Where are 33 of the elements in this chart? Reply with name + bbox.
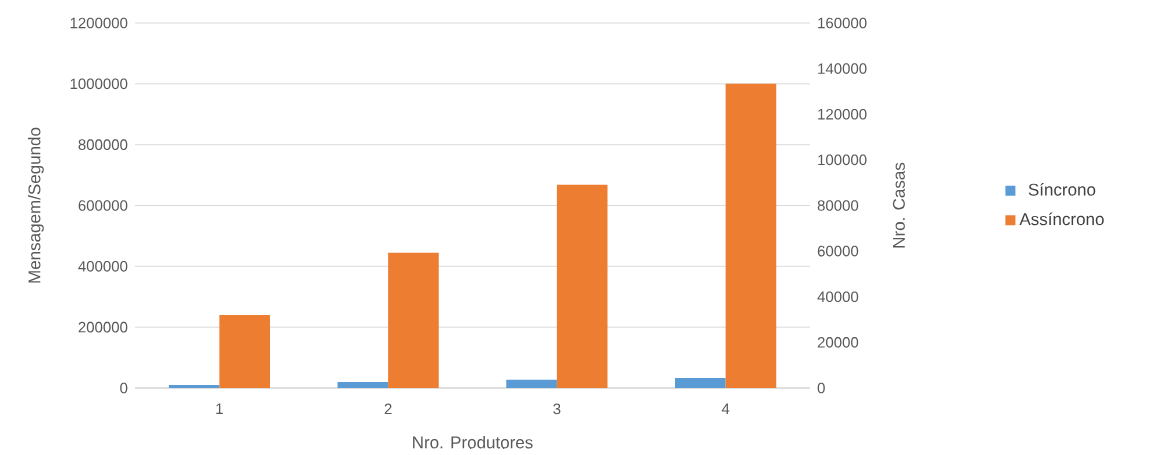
bar: [725, 83, 777, 388]
y2-tick-label: 80000: [817, 200, 859, 211]
y2-tick-label: 120000: [818, 108, 867, 120]
bar: [675, 377, 726, 388]
y2-tick-label: 100000: [818, 154, 867, 166]
y-tick-label: 1200000: [70, 17, 128, 29]
x-tick-label: 4: [721, 403, 730, 414]
y2-axis-title: Nro. Casas: [892, 162, 905, 248]
legend-label: Síncrono: [1028, 182, 1096, 196]
bar: [337, 381, 389, 388]
y2-tick-label: 160000: [818, 17, 867, 29]
y-tick-label: 800000: [78, 139, 128, 150]
y2-tick-label: 60000: [817, 245, 859, 257]
y2-tick-label: 20000: [817, 337, 859, 348]
y2-tick-label: 40000: [817, 291, 859, 303]
y-tick-label: 600000: [78, 200, 128, 211]
y2-tick-label: 140000: [818, 63, 867, 74]
x-tick-label: 2: [384, 403, 392, 415]
y-tick-label: 0: [120, 382, 128, 394]
y2-tick-label: 0: [817, 382, 825, 394]
bar: [556, 184, 608, 388]
legend-label: Assíncrono: [1019, 212, 1104, 226]
x-axis-title: Nro. Produtores: [413, 435, 533, 449]
y-axis-title: Mensagem/Segundo: [27, 127, 44, 283]
bar: [219, 315, 270, 388]
x-tick-label: 3: [553, 403, 561, 415]
y-tick-label: 200000: [78, 321, 128, 333]
y-tick-label: 1000000: [70, 78, 128, 90]
y-tick-label: 400000: [78, 261, 128, 272]
x-tick-label: 1: [216, 403, 223, 414]
bar: [168, 384, 220, 388]
bar: [388, 252, 439, 388]
bar: [506, 379, 557, 388]
